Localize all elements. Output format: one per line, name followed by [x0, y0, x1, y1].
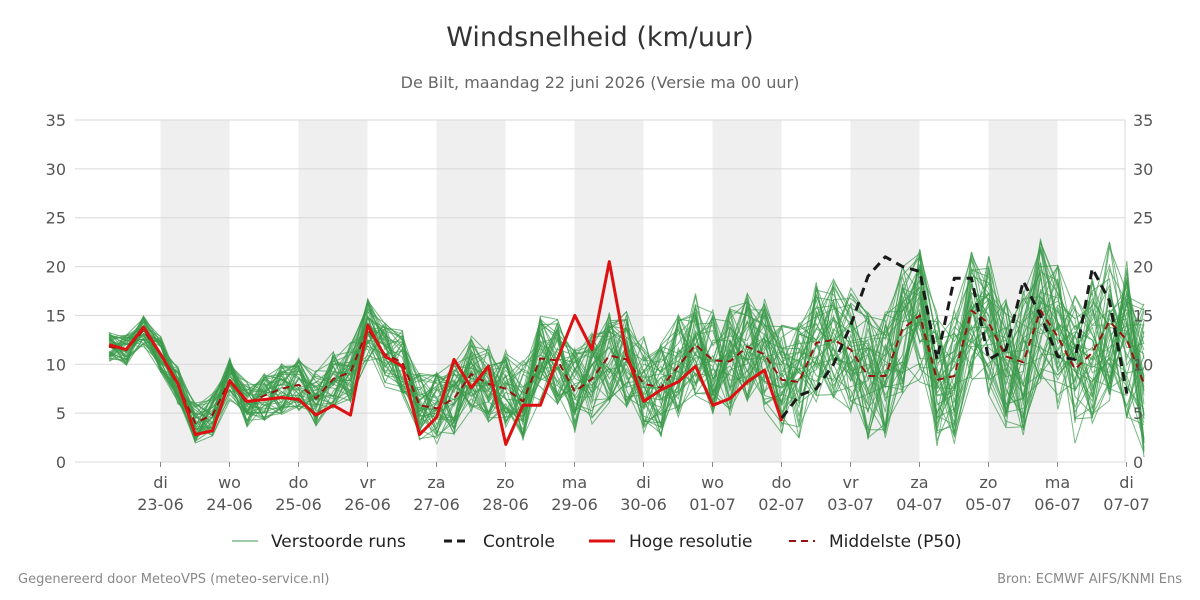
- x-tick-day-label: vr: [359, 473, 375, 492]
- legend-p50-label: Middelste (P50): [829, 532, 962, 552]
- ensemble-line: [108, 283, 1145, 438]
- y-tick-label-left: 25: [46, 209, 66, 228]
- x-tick-day-label: do: [772, 473, 792, 492]
- grid-lines: [75, 119, 1126, 463]
- x-tick-date-label: 30-06: [620, 495, 667, 514]
- legend: Verstoorde runs Controle Hoge resolutie …: [232, 532, 962, 552]
- y-tick-label-right: 25: [1133, 209, 1153, 228]
- ensemble-line: [108, 277, 1145, 444]
- y-tick-label-right: 20: [1133, 258, 1153, 277]
- y-tick-label-right: 10: [1133, 355, 1153, 374]
- x-tick-day-label: za: [427, 473, 445, 492]
- x-tick-day-label: do: [289, 473, 309, 492]
- axis-labels: 0 0 5 5 10 10 15 15 20 20 25 25 30 30 35 35 di 23-06 wo 24-…: [46, 111, 1154, 514]
- x-tick-date-label: 27-06: [413, 495, 460, 514]
- y-tick-label-right: 15: [1133, 306, 1153, 325]
- x-tick-day-label: ma: [562, 473, 587, 492]
- day-band: [712, 120, 782, 462]
- y-tick-label-left: 5: [56, 404, 66, 423]
- legend-ensemble-label: Verstoorde runs: [271, 532, 406, 552]
- ensemble-line: [108, 269, 1145, 441]
- x-tick-date-label: 03-07: [827, 495, 874, 514]
- ensemble-line: [108, 252, 1145, 440]
- p50-line: [108, 309, 1145, 424]
- control-line: [780, 255, 1129, 419]
- y-tick-label-left: 20: [46, 258, 66, 277]
- ensemble-line: [108, 253, 1145, 451]
- x-tick-day-label: di: [1119, 473, 1134, 492]
- legend-highres-label: Hoge resolutie: [629, 532, 753, 552]
- y-tick-label-right: 5: [1133, 404, 1143, 423]
- ensemble-line: [108, 282, 1145, 433]
- footer-generated-by: Gegenereerd door MeteoVPS (meteo-service…: [18, 572, 330, 587]
- x-tick-date-label: 02-07: [758, 495, 805, 514]
- x-tick-day-label: wo: [218, 473, 241, 492]
- x-tick-day-label: zo: [496, 473, 514, 492]
- chart-subtitle: De Bilt, maandag 22 juni 2026 (Versie ma…: [400, 73, 800, 92]
- ensemble-line: [108, 271, 1145, 433]
- highres-line: [108, 260, 784, 446]
- x-tick-date-label: 28-06: [482, 495, 529, 514]
- x-tick-date-label: 24-06: [206, 495, 253, 514]
- x-tick-day-label: ma: [1045, 473, 1070, 492]
- x-tick-date-label: 01-07: [689, 495, 736, 514]
- main-series-lines: [108, 255, 1145, 446]
- y-tick-label-left: 10: [46, 355, 66, 374]
- x-tick-date-label: 05-07: [965, 495, 1012, 514]
- day-band: [574, 120, 644, 462]
- x-tick-date-label: 25-06: [275, 495, 322, 514]
- ensemble-line: [108, 240, 1145, 435]
- y-tick-label-right: 35: [1133, 111, 1153, 130]
- x-tick-day-label: za: [910, 473, 928, 492]
- footer-source: Bron: ECMWF AIFS/KNMI Ens: [997, 572, 1182, 587]
- x-tick-day-label: wo: [701, 473, 724, 492]
- x-tick-day-label: di: [153, 473, 168, 492]
- x-tick-day-label: vr: [842, 473, 858, 492]
- legend-control-label: Controle: [483, 532, 555, 552]
- ensemble-lines: [108, 238, 1145, 458]
- x-tick-date-label: 26-06: [344, 495, 391, 514]
- chart-title: Windsnelheid (km/uur): [446, 22, 754, 53]
- x-tick-date-label: 23-06: [137, 495, 184, 514]
- y-tick-label-left: 35: [46, 111, 66, 130]
- x-tick-date-label: 04-07: [896, 495, 943, 514]
- x-tick-date-label: 06-07: [1034, 495, 1081, 514]
- y-tick-label-left: 0: [56, 453, 66, 472]
- y-tick-label-right: 0: [1133, 453, 1143, 472]
- y-tick-label-left: 30: [46, 160, 66, 179]
- ensemble-line: [108, 292, 1145, 442]
- x-tick-date-label: 29-06: [551, 495, 598, 514]
- y-tick-label-right: 30: [1133, 160, 1153, 179]
- x-tick-day-label: zo: [979, 473, 997, 492]
- ensemble-line: [108, 264, 1145, 444]
- y-tick-label-left: 15: [46, 306, 66, 325]
- x-tick-date-label: 07-07: [1103, 495, 1150, 514]
- x-tick-day-label: di: [636, 473, 651, 492]
